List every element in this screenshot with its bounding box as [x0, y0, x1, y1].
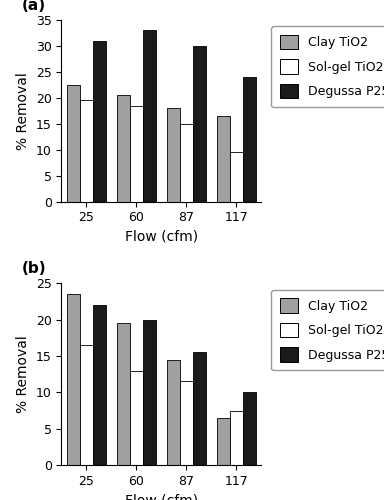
- Bar: [67, 294, 80, 465]
- Bar: [193, 352, 206, 465]
- X-axis label: Flow (cfm): Flow (cfm): [125, 230, 198, 244]
- Bar: [93, 41, 106, 202]
- Bar: [193, 46, 206, 202]
- Legend: Clay TiO2, Sol-gel TiO2, Degussa P25: Clay TiO2, Sol-gel TiO2, Degussa P25: [271, 290, 384, 370]
- Bar: [167, 360, 180, 465]
- Bar: [117, 324, 130, 465]
- Bar: [80, 100, 93, 202]
- Bar: [143, 30, 156, 202]
- Legend: Clay TiO2, Sol-gel TiO2, Degussa P25: Clay TiO2, Sol-gel TiO2, Degussa P25: [271, 26, 384, 107]
- Bar: [117, 95, 130, 202]
- X-axis label: Flow (cfm): Flow (cfm): [125, 494, 198, 500]
- Text: (b): (b): [22, 261, 46, 276]
- Bar: [217, 418, 230, 465]
- Bar: [143, 320, 156, 465]
- Bar: [180, 124, 193, 202]
- Bar: [230, 410, 243, 465]
- Bar: [130, 106, 143, 202]
- Bar: [243, 77, 256, 202]
- Y-axis label: % Removal: % Removal: [16, 336, 30, 413]
- Bar: [243, 392, 256, 465]
- Y-axis label: % Removal: % Removal: [16, 72, 30, 150]
- Bar: [217, 116, 230, 202]
- Bar: [180, 382, 193, 465]
- Bar: [93, 305, 106, 465]
- Bar: [67, 85, 80, 202]
- Bar: [130, 370, 143, 465]
- Text: (a): (a): [22, 0, 46, 12]
- Bar: [167, 108, 180, 202]
- Bar: [230, 152, 243, 202]
- Bar: [80, 345, 93, 465]
